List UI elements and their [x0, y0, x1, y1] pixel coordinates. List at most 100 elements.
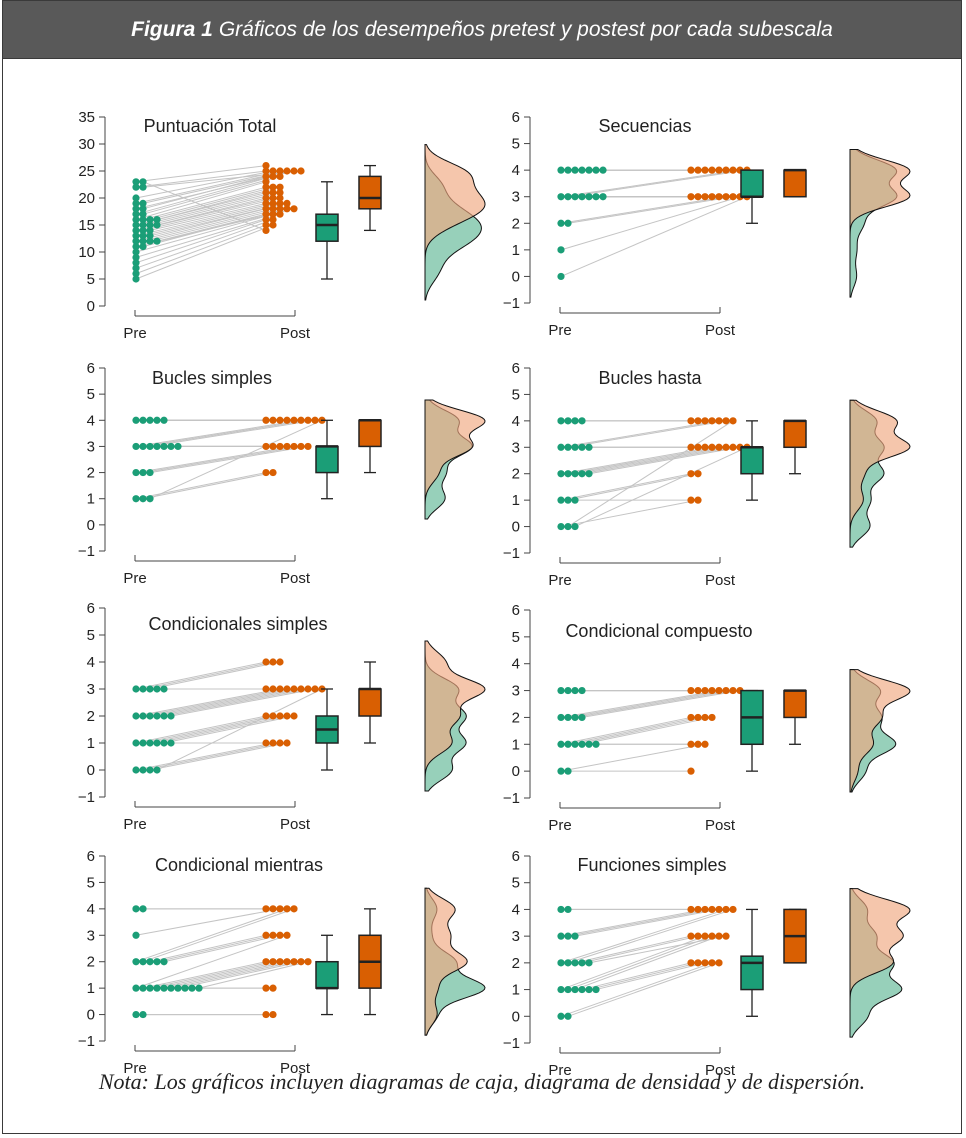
pre-point: [174, 984, 182, 992]
y-tick-label: 5: [87, 874, 95, 891]
x-label-post: Post: [280, 325, 311, 342]
chart-title: Bucles hasta: [598, 368, 702, 388]
post-point: [262, 658, 270, 666]
paired-line: [156, 688, 323, 771]
pre-point: [585, 166, 593, 174]
post-point: [290, 905, 298, 913]
paired-line: [581, 446, 734, 475]
y-tick-label: 2: [512, 466, 520, 483]
pre-point: [167, 739, 175, 747]
post-point: [262, 931, 270, 939]
post-point: [729, 417, 737, 425]
pre-point: [132, 194, 140, 202]
post-point: [283, 931, 291, 939]
pre-point: [557, 905, 565, 914]
paired-line: [567, 446, 720, 475]
post-point: [304, 685, 312, 693]
post-point: [262, 712, 270, 720]
pre-point: [139, 416, 147, 424]
post-point: [708, 166, 716, 174]
pre-point: [557, 1012, 565, 1020]
post-point: [708, 193, 716, 201]
paired-line: [149, 208, 281, 242]
pre-point: [167, 442, 175, 451]
pre-point: [132, 248, 140, 256]
pre-point: [139, 221, 147, 229]
paired-line: [142, 175, 281, 215]
post-box: [783, 169, 807, 198]
y-tick-label: −1: [503, 790, 520, 807]
paired-line: [560, 908, 727, 964]
post-point: [269, 216, 277, 224]
pre-point: [585, 443, 593, 451]
paired-line: [142, 419, 309, 447]
post-point: [262, 178, 270, 186]
paired-line: [163, 715, 295, 744]
pre-point: [160, 739, 168, 747]
post-point: [269, 221, 277, 229]
paired-line: [560, 690, 720, 718]
y-tick-label: 6: [512, 109, 520, 126]
pre-point: [139, 495, 147, 503]
pre-box: [740, 169, 764, 198]
paired-line: [149, 186, 274, 221]
pre-point: [146, 495, 154, 503]
post-point: [694, 686, 702, 695]
pre-point: [557, 959, 565, 967]
paired-line: [560, 473, 692, 501]
paired-line: [574, 446, 727, 475]
y-tick-label: −1: [503, 1035, 520, 1052]
post-density: [849, 669, 911, 793]
pre-point: [160, 685, 168, 693]
chart-title: Funciones simples: [577, 855, 726, 875]
figure-label: Figura 1: [131, 17, 213, 41]
paired-line: [560, 743, 706, 772]
paired-line: [135, 908, 288, 963]
post-point: [262, 442, 270, 451]
paired-line: [135, 688, 281, 717]
pre-point: [571, 686, 579, 695]
pre-point: [557, 166, 565, 174]
post-point: [269, 739, 277, 747]
pre-point: [139, 984, 147, 992]
x-label-post: Post: [705, 817, 736, 834]
post-point: [262, 468, 270, 477]
post-point: [297, 167, 305, 175]
pre-point: [146, 984, 154, 992]
pre-point: [160, 416, 168, 424]
post-point: [311, 416, 319, 424]
y-tick-label: 3: [512, 683, 520, 700]
paired-line: [156, 934, 274, 963]
paired-line: [574, 935, 692, 964]
paired-line: [142, 197, 281, 231]
post-point: [269, 931, 277, 939]
post-point: [262, 183, 270, 191]
x-label-pre: Pre: [548, 322, 571, 339]
post-point: [276, 685, 284, 693]
post-point: [722, 905, 730, 914]
y-tick-label: 6: [512, 848, 520, 865]
post-point: [708, 713, 716, 722]
post-point: [687, 959, 695, 967]
post-point: [297, 442, 305, 451]
post-density: [849, 888, 911, 1038]
pre-point: [557, 686, 565, 695]
x-label-post: Post: [705, 572, 736, 589]
pre-point: [139, 226, 147, 234]
chart-panel-5: −1 0 1 2 3 4 5 6 Pre Post Condicionales simples: [78, 600, 486, 833]
pre-point: [564, 166, 572, 174]
post-point: [269, 685, 277, 693]
paired-line: [149, 715, 281, 744]
post-point: [708, 905, 716, 914]
paired-line: [142, 192, 274, 226]
pre-point: [146, 766, 154, 774]
post-point: [262, 172, 270, 180]
post-density: [424, 399, 486, 520]
pre-point: [585, 193, 593, 201]
pre-point: [585, 985, 593, 994]
y-tick-label: 6: [512, 360, 520, 377]
pre-point: [557, 470, 565, 478]
paired-line: [135, 213, 281, 258]
y-tick-label: 5: [512, 629, 520, 646]
pre-point: [132, 221, 140, 229]
